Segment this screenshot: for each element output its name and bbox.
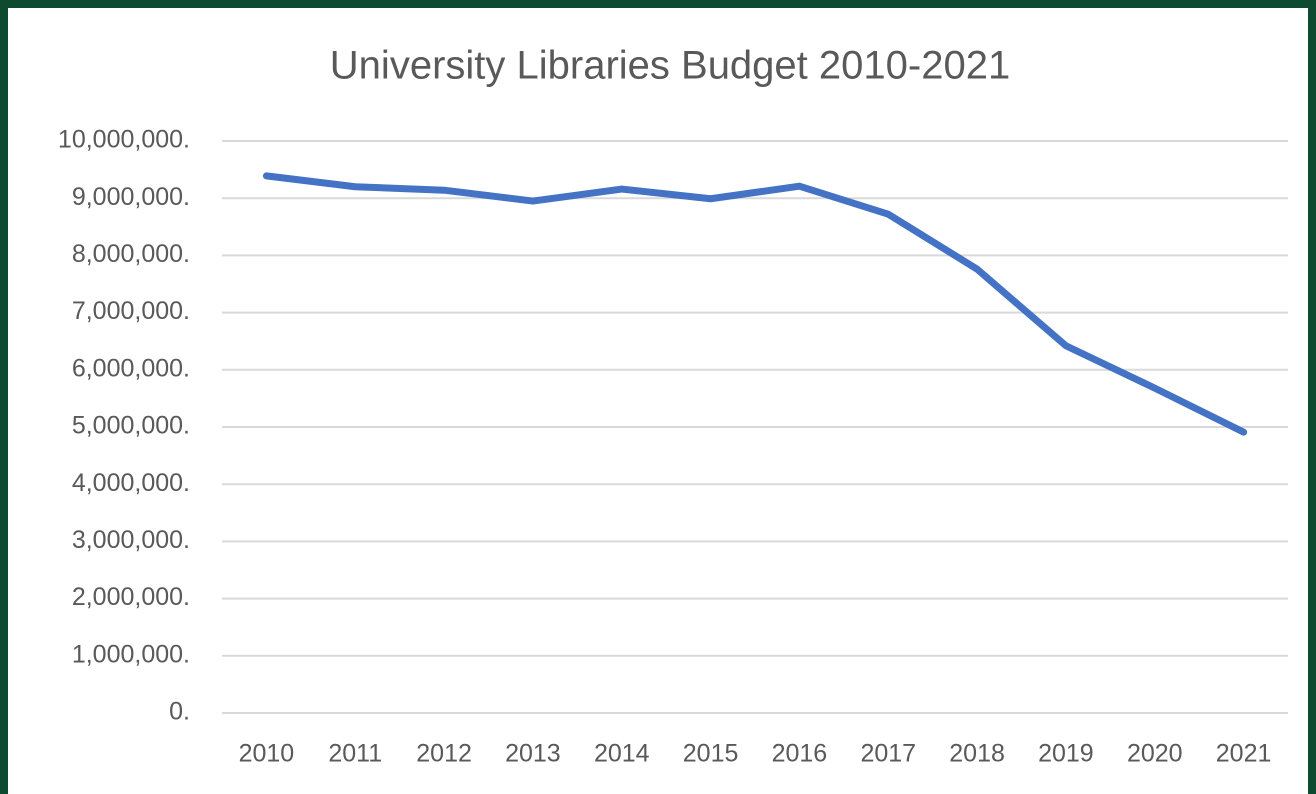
y-tick-label: 4,000,000.: [72, 469, 190, 497]
y-tick-label: 5,000,000.: [72, 412, 190, 440]
x-tick-label: 2011: [328, 740, 382, 768]
y-tick-label: 10,000,000.: [58, 126, 190, 154]
x-tick-label: 2016: [772, 740, 828, 768]
chart-area: [8, 8, 1308, 794]
x-tick-label: 2010: [239, 740, 295, 768]
x-tick-label: 2019: [1038, 740, 1094, 768]
y-tick-label: 9,000,000.: [72, 183, 190, 211]
y-tick-label: 6,000,000.: [72, 354, 190, 382]
x-tick-label: 2020: [1127, 740, 1183, 768]
x-tick-label: 2017: [860, 740, 916, 768]
y-tick-label: 2,000,000.: [72, 583, 190, 611]
y-tick-label: 0.: [169, 698, 190, 726]
line-series: [262, 172, 1248, 436]
x-tick-label: 2018: [949, 740, 1005, 768]
x-tick-label: 2013: [505, 740, 561, 768]
y-tick-label: 3,000,000.: [72, 526, 190, 554]
x-tick-label: 2014: [594, 740, 650, 768]
y-tick-label: 8,000,000.: [72, 240, 190, 268]
chart-title: University Libraries Budget 2010-2021: [330, 44, 1010, 88]
y-tick-label: 1,000,000.: [72, 640, 190, 668]
y-tick-label: 7,000,000.: [72, 297, 190, 325]
x-tick-label: 2021: [1216, 740, 1272, 768]
x-tick-label: 2015: [683, 740, 739, 768]
x-tick-label: 2012: [416, 740, 472, 768]
